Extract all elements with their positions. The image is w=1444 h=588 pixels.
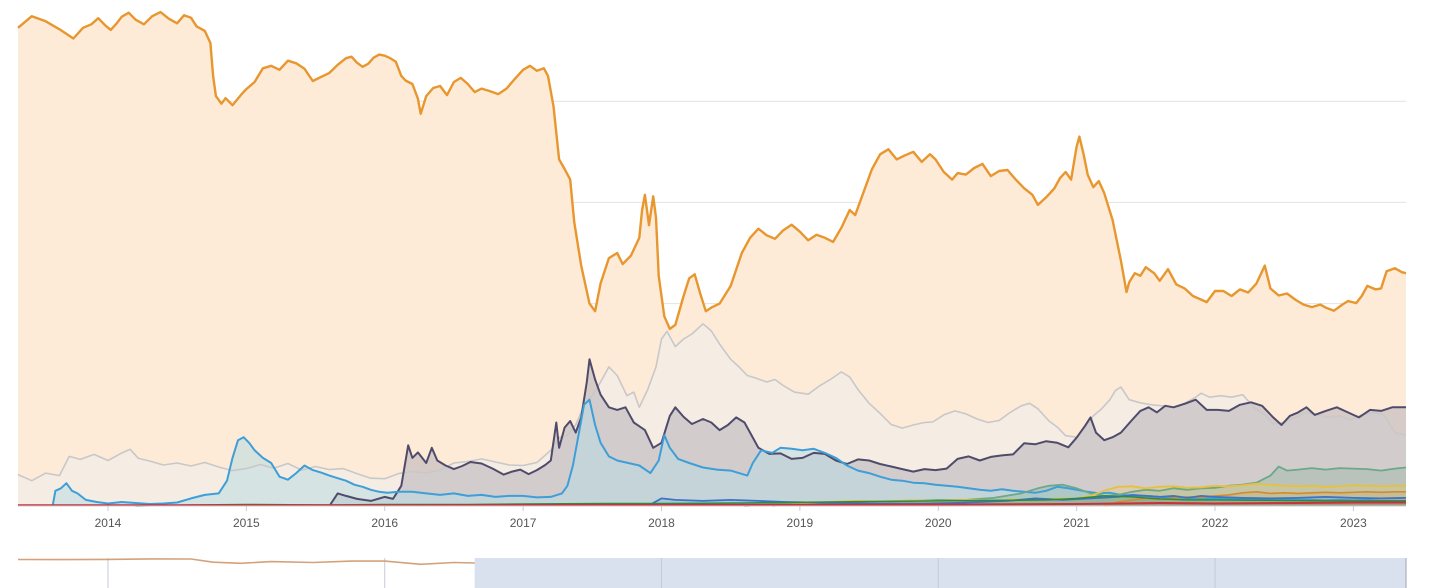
x-tick-label: 2019 bbox=[787, 516, 814, 530]
series-10-area bbox=[18, 502, 1406, 506]
x-tick-label: 2014 bbox=[95, 516, 122, 530]
series-4-line bbox=[51, 398, 1406, 507]
x-tick-label: 2017 bbox=[510, 516, 537, 530]
series-5-area bbox=[744, 466, 1406, 506]
x-tick-label: 2023 bbox=[1340, 516, 1367, 530]
x-axis-ticks: 2014 2015 2016 2017 2018 2019 2020 2021 2022 2023 bbox=[95, 506, 1367, 530]
series-1-area bbox=[18, 12, 1406, 506]
series-1-line bbox=[17, 10, 1407, 331]
series-10-line bbox=[18, 501, 1406, 507]
series-areas bbox=[18, 12, 1407, 506]
x-tick-label: 2018 bbox=[648, 516, 675, 530]
x-tick-label: 2015 bbox=[233, 516, 260, 530]
navigator-series-line bbox=[17, 558, 475, 566]
x-tick-label: 2022 bbox=[1202, 516, 1229, 530]
series-lines bbox=[17, 10, 1407, 507]
x-tick-label: 2016 bbox=[371, 516, 398, 530]
series-3-line bbox=[328, 358, 1406, 507]
x-tick-label: 2021 bbox=[1063, 516, 1090, 530]
range-navigator[interactable] bbox=[17, 558, 1407, 588]
x-tick-label: 2020 bbox=[925, 516, 952, 530]
series-4-area bbox=[52, 399, 1407, 506]
navigator-grid bbox=[107, 558, 1216, 588]
